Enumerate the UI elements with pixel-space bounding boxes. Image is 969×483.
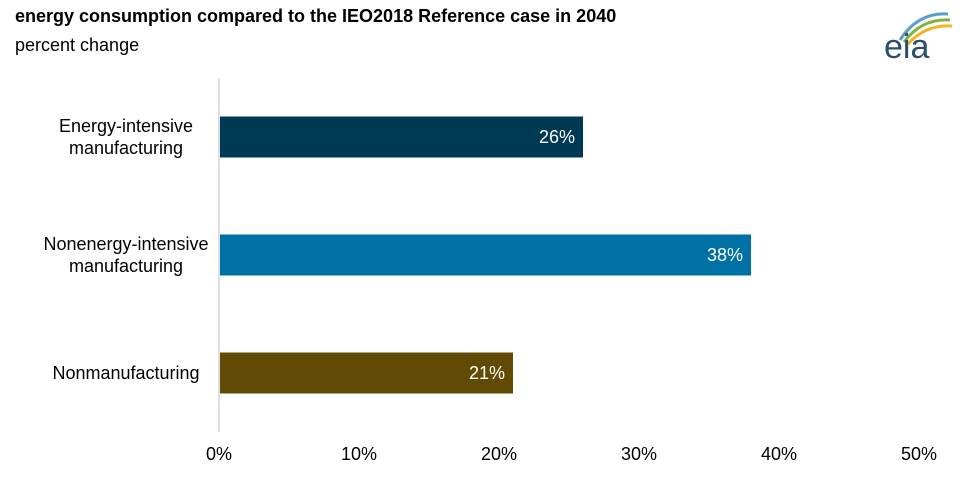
category-label-line: manufacturing bbox=[69, 138, 183, 158]
eia-logo-icon: eia bbox=[884, 12, 953, 66]
chart-labels: 26%Energy-intensive manufacturing38%Nonen… bbox=[43, 116, 743, 383]
x-tick-label: 40% bbox=[761, 444, 797, 464]
x-tick-label: 10% bbox=[341, 444, 377, 464]
category-label: Nonenergy-intensive manufacturing bbox=[43, 234, 208, 276]
category-label-line: Nonenergy-intensive bbox=[43, 234, 208, 254]
chart-axes: 0% 10% 20% 30% 40% 50% bbox=[206, 78, 937, 464]
category-label: Nonmanufacturing bbox=[52, 363, 199, 383]
chart-subtitle: percent change bbox=[15, 35, 140, 55]
bar-value-label: 38% bbox=[707, 245, 743, 265]
x-tick-label: 30% bbox=[621, 444, 657, 464]
category-label-line: manufacturing bbox=[69, 256, 183, 276]
bar-value-label: 26% bbox=[539, 127, 575, 147]
category-label: Energy-intensive manufacturing bbox=[59, 116, 193, 158]
bar bbox=[220, 116, 583, 158]
eia-logo-text: eia bbox=[884, 28, 929, 66]
x-tick-label: 50% bbox=[901, 444, 937, 464]
x-tick-label: 0% bbox=[206, 444, 232, 464]
bar bbox=[220, 352, 513, 394]
chart-bars bbox=[220, 116, 751, 394]
bar bbox=[220, 234, 751, 276]
chart-title: energy consumption compared to the IEO20… bbox=[15, 6, 617, 26]
bar-value-label: 21% bbox=[469, 363, 505, 383]
category-label-line: Nonmanufacturing bbox=[52, 363, 199, 383]
category-label-line: Energy-intensive bbox=[59, 116, 193, 136]
x-tick-label: 20% bbox=[481, 444, 517, 464]
